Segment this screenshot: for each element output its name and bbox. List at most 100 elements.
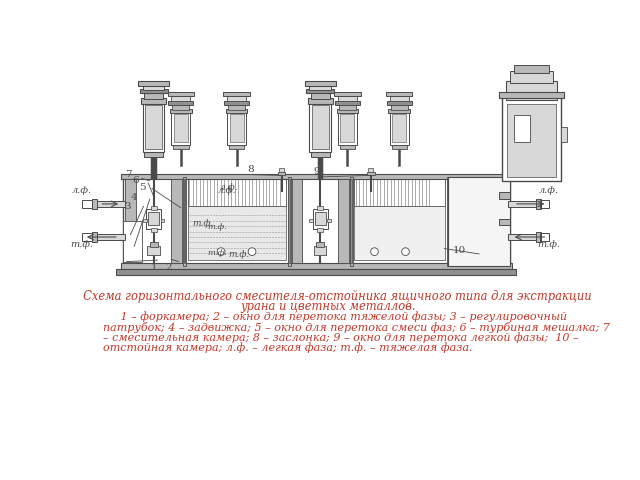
Bar bbox=[392, 114, 406, 142]
Bar bbox=[92, 232, 97, 242]
Circle shape bbox=[217, 248, 225, 255]
Bar bbox=[355, 179, 445, 206]
Bar bbox=[308, 98, 333, 104]
Bar bbox=[536, 199, 541, 209]
Bar bbox=[340, 114, 355, 142]
Bar bbox=[168, 92, 194, 96]
Bar bbox=[392, 145, 407, 149]
Bar bbox=[338, 96, 356, 101]
Text: л.ф.: л.ф. bbox=[72, 186, 92, 195]
Bar bbox=[174, 114, 188, 142]
Bar bbox=[168, 101, 193, 105]
Bar bbox=[83, 200, 92, 208]
Bar bbox=[311, 92, 330, 99]
Bar bbox=[83, 233, 92, 241]
Text: т.ф.: т.ф. bbox=[208, 249, 228, 256]
Bar bbox=[183, 177, 186, 265]
Bar bbox=[227, 96, 246, 101]
Bar bbox=[145, 92, 163, 99]
Text: патрубок; 4 – задвижка; 5 – окно для перетока смеси фаз; 6 – турбиная мешалка; 7: патрубок; 4 – задвижка; 5 – окно для пер… bbox=[103, 322, 610, 333]
Bar bbox=[317, 206, 323, 210]
Text: т.ф.: т.ф. bbox=[71, 240, 94, 249]
Bar bbox=[315, 212, 326, 226]
Bar bbox=[288, 177, 291, 265]
Bar bbox=[305, 82, 336, 86]
Bar bbox=[387, 101, 412, 105]
Bar bbox=[224, 101, 249, 105]
Bar bbox=[506, 81, 557, 100]
Bar bbox=[540, 200, 549, 208]
Bar bbox=[508, 234, 537, 240]
Bar bbox=[148, 212, 159, 226]
Bar bbox=[510, 72, 553, 83]
Bar bbox=[143, 102, 164, 152]
Text: л.ф.: л.ф. bbox=[220, 183, 238, 192]
Bar bbox=[507, 104, 556, 177]
Bar bbox=[173, 145, 189, 149]
Bar bbox=[172, 111, 190, 145]
Bar bbox=[172, 96, 190, 101]
Bar bbox=[95, 234, 125, 240]
Bar bbox=[502, 96, 561, 181]
Bar bbox=[223, 92, 250, 96]
Bar bbox=[340, 145, 355, 149]
Bar bbox=[351, 179, 352, 263]
Bar bbox=[172, 179, 182, 263]
Bar bbox=[390, 111, 408, 145]
Text: Схема горизонтального смесителя-отстойника ящичного типа для экстракции: Схема горизонтального смесителя-отстойни… bbox=[65, 290, 591, 303]
Bar bbox=[309, 102, 331, 152]
Bar bbox=[367, 171, 374, 175]
Bar bbox=[514, 65, 549, 73]
Bar bbox=[289, 179, 290, 263]
Text: 2: 2 bbox=[166, 263, 172, 272]
Bar bbox=[230, 114, 244, 142]
Text: л.ф.: л.ф. bbox=[539, 186, 559, 195]
Text: 4: 4 bbox=[131, 193, 138, 202]
Bar bbox=[145, 105, 162, 149]
Text: 5: 5 bbox=[139, 183, 145, 192]
Bar bbox=[338, 111, 356, 145]
Circle shape bbox=[402, 248, 410, 255]
Bar bbox=[125, 179, 136, 263]
Bar bbox=[388, 109, 410, 113]
Bar bbox=[141, 98, 166, 104]
Bar bbox=[514, 115, 529, 142]
Bar bbox=[309, 218, 313, 222]
Text: л.ф.: л.ф. bbox=[218, 186, 237, 195]
Bar bbox=[390, 96, 408, 101]
Text: 1 – форкамера; 2 – окно для перетока тяжелой фазы; 3 – регулировочный: 1 – форкамера; 2 – окно для перетока тяж… bbox=[103, 312, 567, 323]
Text: 9: 9 bbox=[313, 167, 320, 176]
Bar bbox=[368, 168, 373, 172]
Text: 10: 10 bbox=[453, 246, 467, 254]
Bar bbox=[226, 109, 248, 113]
Bar bbox=[307, 89, 334, 93]
Bar bbox=[292, 179, 303, 263]
Bar bbox=[140, 89, 168, 93]
Text: т.ф.: т.ф. bbox=[229, 250, 250, 259]
Bar bbox=[170, 109, 191, 113]
Text: отстойная камера; л.ф. – легкая фаза; т.ф. – тяжелая фаза.: отстойная камера; л.ф. – легкая фаза; т.… bbox=[103, 342, 473, 352]
Bar bbox=[317, 228, 323, 232]
Bar bbox=[391, 104, 408, 110]
Circle shape bbox=[371, 248, 378, 255]
Bar bbox=[161, 218, 164, 222]
Bar bbox=[188, 179, 286, 206]
Bar bbox=[92, 199, 97, 209]
Bar bbox=[316, 242, 324, 247]
Text: 8: 8 bbox=[247, 165, 254, 174]
Bar bbox=[95, 201, 125, 207]
Bar bbox=[311, 152, 330, 157]
Bar bbox=[279, 168, 284, 172]
Bar bbox=[499, 219, 510, 226]
Bar bbox=[188, 206, 286, 260]
Bar bbox=[312, 105, 329, 149]
Bar bbox=[540, 233, 549, 241]
Bar bbox=[278, 171, 285, 175]
Text: т.ф.: т.ф. bbox=[208, 223, 228, 231]
Bar bbox=[143, 218, 147, 222]
Bar bbox=[150, 228, 157, 232]
Bar bbox=[448, 177, 510, 265]
Bar bbox=[508, 201, 537, 207]
Bar bbox=[228, 104, 245, 110]
Bar bbox=[172, 104, 189, 110]
